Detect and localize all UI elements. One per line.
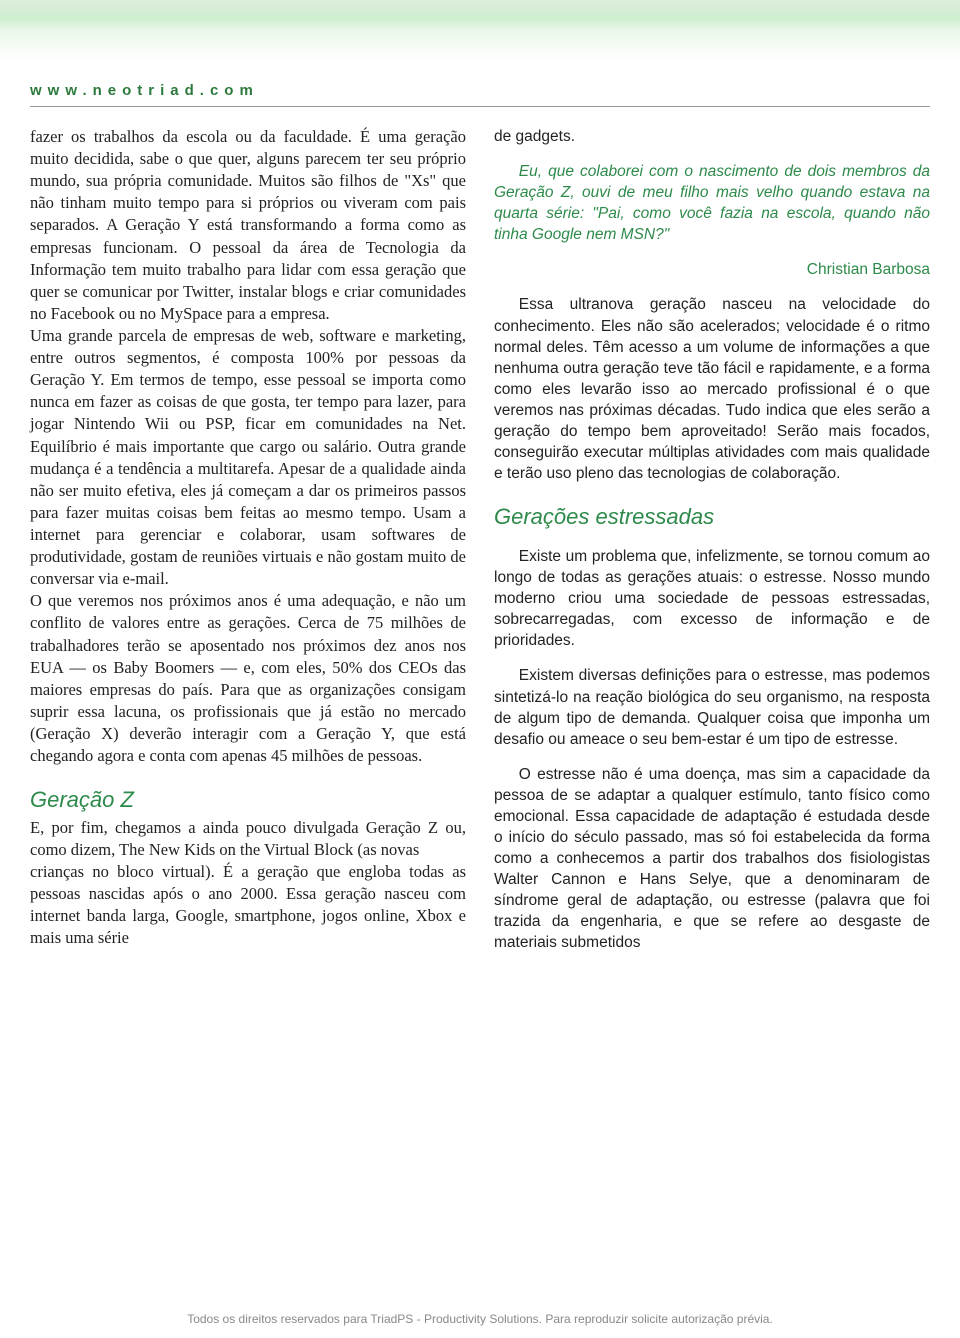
body-paragraph: O estresse não é uma doença, mas sim a c…	[494, 764, 930, 954]
site-url: www.neotriad.com	[30, 82, 259, 99]
header-divider	[30, 106, 930, 107]
pull-quote: Eu, que colaborei com o nascimento de do…	[494, 161, 930, 245]
footer-copyright: Todos os direitos reservados para TriadP…	[0, 1312, 960, 1326]
right-column: de gadgets. Eu, que colaborei com o nasc…	[494, 126, 930, 953]
section-heading-geracao-z: Geração Z	[30, 785, 466, 814]
body-paragraph: Essa ultranova geração nasceu na velocid…	[494, 294, 930, 484]
body-paragraph: Existem diversas definições para o estre…	[494, 665, 930, 749]
header-gradient	[0, 0, 960, 60]
body-paragraph: Uma grande parcela de empresas de web, s…	[30, 325, 466, 590]
body-paragraph: fazer os trabalhos da escola ou da facul…	[30, 126, 466, 325]
body-paragraph: Existe um problema que, infelizmente, se…	[494, 546, 930, 651]
left-column: fazer os trabalhos da escola ou da facul…	[30, 126, 466, 953]
body-paragraph: de gadgets.	[494, 126, 930, 147]
quote-author: Christian Barbosa	[494, 259, 930, 280]
body-paragraph: E, por fim, chegamos a ainda pouco divul…	[30, 817, 466, 861]
body-paragraph: crianças no bloco virtual). É a geração …	[30, 861, 466, 949]
content-area: fazer os trabalhos da escola ou da facul…	[30, 126, 930, 953]
body-paragraph: O que veremos nos próximos anos é uma ad…	[30, 590, 466, 767]
section-heading-geracoes-estressadas: Gerações estressadas	[494, 502, 930, 532]
